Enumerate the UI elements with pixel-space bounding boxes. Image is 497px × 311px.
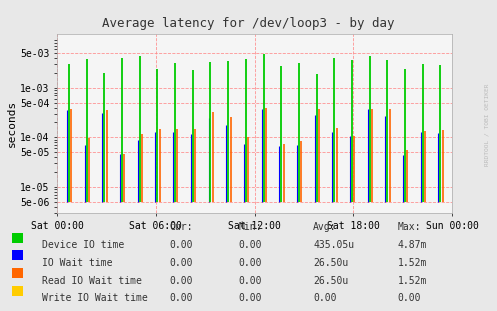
Text: 0.00: 0.00	[239, 276, 262, 285]
Text: 1.52m: 1.52m	[398, 258, 427, 268]
Text: 435.05u: 435.05u	[313, 240, 354, 250]
Text: 0.00: 0.00	[169, 240, 192, 250]
Text: Write IO Wait time: Write IO Wait time	[42, 293, 148, 303]
Text: 0.00: 0.00	[169, 293, 192, 303]
Text: Avg:: Avg:	[313, 222, 336, 232]
Text: 0.00: 0.00	[313, 293, 336, 303]
Text: Device IO time: Device IO time	[42, 240, 124, 250]
Text: 0.00: 0.00	[169, 276, 192, 285]
Text: 1.52m: 1.52m	[398, 276, 427, 285]
Text: Cur:: Cur:	[169, 222, 192, 232]
Text: 0.00: 0.00	[169, 258, 192, 268]
Text: 26.50u: 26.50u	[313, 276, 348, 285]
Text: Read IO Wait time: Read IO Wait time	[42, 276, 142, 285]
Text: RRDTOOL / TOBI OETIKER: RRDTOOL / TOBI OETIKER	[485, 83, 490, 166]
Text: Max:: Max:	[398, 222, 421, 232]
Text: 4.87m: 4.87m	[398, 240, 427, 250]
Text: Min:: Min:	[239, 222, 262, 232]
Y-axis label: seconds: seconds	[7, 100, 17, 147]
Text: 0.00: 0.00	[239, 240, 262, 250]
Text: Average latency for /dev/loop3 - by day: Average latency for /dev/loop3 - by day	[102, 17, 395, 30]
Text: 0.00: 0.00	[239, 258, 262, 268]
Text: 0.00: 0.00	[239, 293, 262, 303]
Text: IO Wait time: IO Wait time	[42, 258, 113, 268]
Text: 0.00: 0.00	[398, 293, 421, 303]
Text: 26.50u: 26.50u	[313, 258, 348, 268]
